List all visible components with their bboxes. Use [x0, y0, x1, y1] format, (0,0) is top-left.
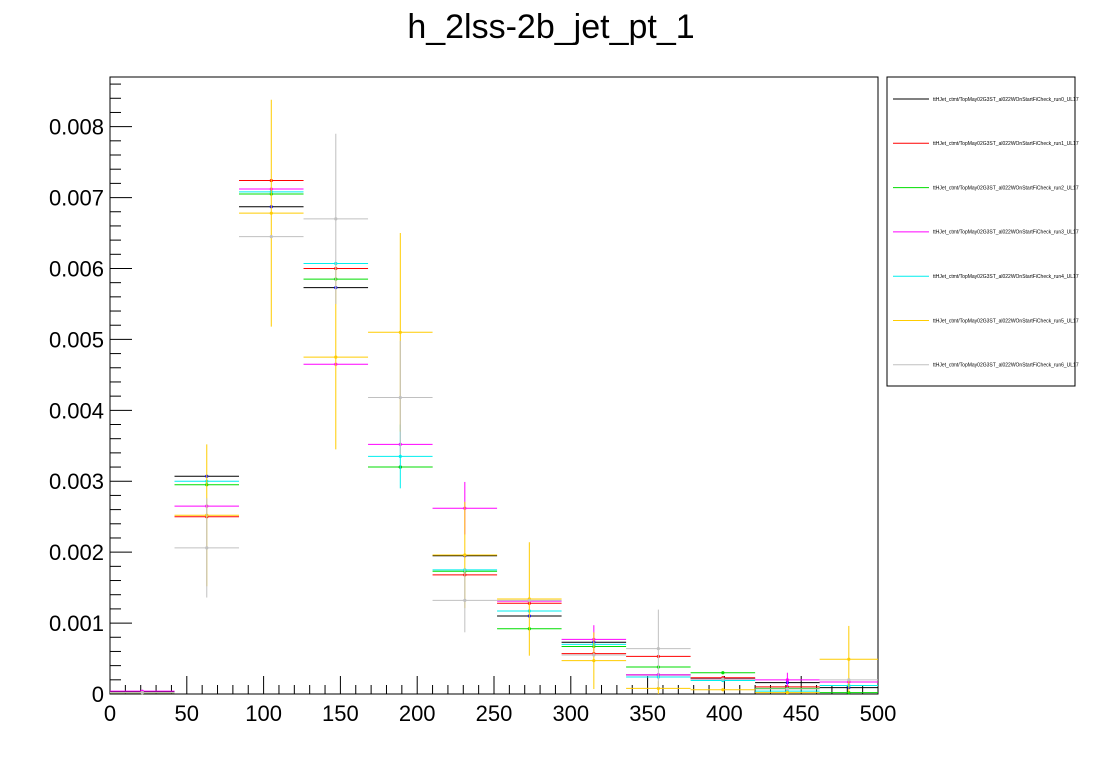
data-point	[334, 355, 338, 359]
data-point	[398, 330, 402, 334]
data-point	[721, 671, 725, 675]
data-point	[785, 690, 789, 695]
legend-label: ttHJet_ctmt/TopMay02G3ST_al022WOnStartFi…	[933, 185, 1079, 191]
series	[110, 99, 878, 695]
legend: ttHJet_ctmt/TopMay02G3ST_al022WOnStartFi…	[893, 97, 1079, 369]
data-point	[656, 647, 660, 651]
data-point	[656, 686, 660, 690]
data-point	[269, 211, 273, 215]
x-tick-label: 200	[399, 701, 436, 726]
data-point	[398, 395, 402, 400]
data-point	[527, 598, 531, 602]
y-tick-label: 0.001	[49, 611, 104, 636]
x-tick-label: 400	[706, 701, 743, 726]
y-tick-label: 0.002	[49, 540, 104, 565]
series	[110, 190, 878, 695]
data-point	[140, 690, 144, 695]
legend-label: ttHJet_ctmt/TopMay02G3ST_al022WOnStartFi…	[933, 141, 1079, 147]
y-tick-label: 0.004	[49, 398, 104, 423]
data-point	[269, 234, 273, 239]
data-point	[398, 454, 402, 459]
data-point	[847, 657, 851, 661]
x-tick-label: 350	[629, 701, 666, 726]
legend-label: ttHJet_ctmt/TopMay02G3ST_al022WOnStartFi…	[933, 97, 1079, 103]
y-tick-label: 0.005	[49, 327, 104, 352]
series	[110, 133, 878, 695]
plot-frame	[109, 76, 879, 695]
x-tick-label: 250	[476, 701, 513, 726]
x-tick-label: 50	[175, 701, 199, 726]
data-point	[205, 546, 209, 550]
legend-label: ttHJet_ctmt/TopMay02G3ST_al022WOnStartFi…	[933, 230, 1079, 236]
y-tick-label: 0.006	[49, 256, 104, 281]
y-tick-label: 0.003	[49, 469, 104, 494]
series	[110, 205, 878, 694]
data-point	[721, 688, 725, 692]
data-point	[463, 553, 467, 557]
series	[110, 187, 878, 693]
data-point	[463, 598, 467, 602]
series	[110, 192, 878, 695]
data-point	[785, 687, 789, 691]
x-tick-label: 100	[245, 701, 282, 726]
data-point	[785, 678, 789, 682]
legend-label: ttHJet_ctmt/TopMay02G3ST_al022WOnStartFi…	[933, 318, 1079, 324]
axes: 0 50 100 150 200 250 300 350 400 450 500 0 0.001 0.00…	[49, 83, 897, 726]
x-tick-label: 150	[322, 701, 359, 726]
x-tick-label: 500	[860, 701, 897, 726]
chart-title: h_2lss-2b_jet_pt_1	[407, 8, 694, 46]
data-point	[847, 690, 851, 695]
legend-label: ttHJet_ctmt/TopMay02G3ST_al022WOnStartFi…	[933, 274, 1079, 280]
x-tick-label: 300	[552, 701, 589, 726]
data-point	[721, 677, 725, 681]
y-tick-label: 0.008	[49, 115, 104, 140]
x-tick-label: 0	[104, 701, 116, 726]
series	[110, 178, 878, 695]
legend-label: ttHJet_ctmt/TopMay02G3ST_al022WOnStartFi…	[933, 363, 1079, 369]
data-point	[592, 653, 596, 657]
y-tick-label: 0.007	[49, 186, 104, 211]
data-point	[592, 659, 596, 663]
x-tick-label: 450	[783, 701, 820, 726]
series-layer	[110, 99, 878, 695]
data-point	[847, 678, 851, 682]
data-point	[334, 217, 338, 221]
y-tick-label: 0	[92, 682, 104, 707]
